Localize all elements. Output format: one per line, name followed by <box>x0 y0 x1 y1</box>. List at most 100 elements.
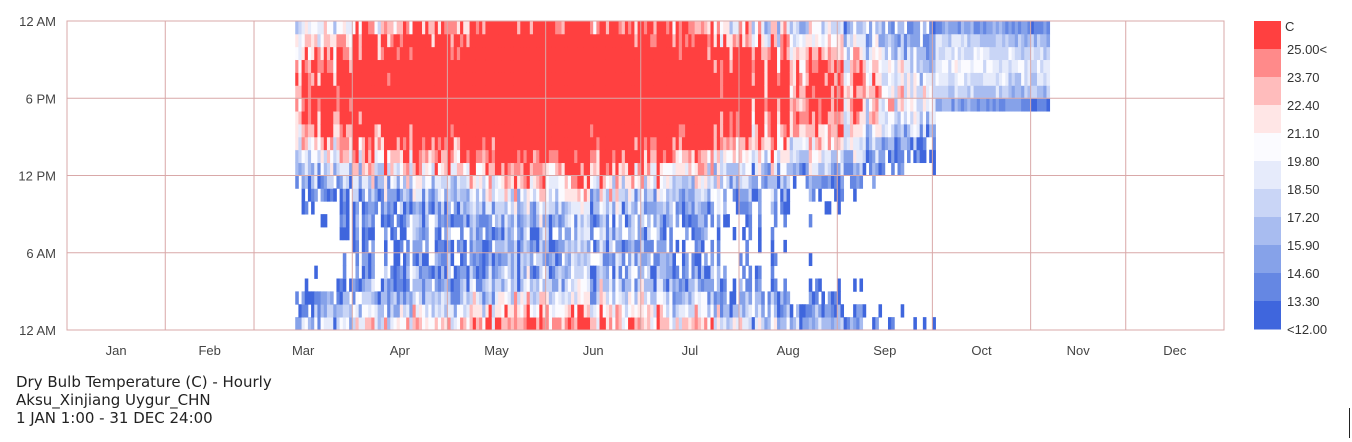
heatmap-cell <box>330 111 334 125</box>
heatmap-cell <box>387 21 391 35</box>
heatmap-cell <box>374 201 379 215</box>
heatmap-cell <box>488 317 493 331</box>
heatmap-cell <box>681 252 686 267</box>
heatmap-cell <box>678 33 683 48</box>
heatmap-cell <box>314 33 318 48</box>
heatmap-cell <box>704 33 708 48</box>
heatmap-cell <box>513 265 518 279</box>
heatmap-cell <box>368 136 372 151</box>
heatmap-cell <box>564 72 569 86</box>
heatmap-cell <box>577 59 581 73</box>
heatmap-cell <box>910 72 914 86</box>
heatmap-cell <box>624 265 629 279</box>
heatmap-cell <box>444 124 448 138</box>
heatmap-cell <box>957 72 962 86</box>
heatmap-cell <box>656 162 661 176</box>
heatmap-cell <box>301 188 306 202</box>
heatmap-cell <box>739 59 743 73</box>
heatmap-cell <box>849 85 854 99</box>
heatmap-cell <box>434 162 439 176</box>
heatmap-cell <box>536 136 540 151</box>
heatmap-cell <box>539 149 543 164</box>
heatmap-cell <box>894 124 898 138</box>
heatmap-cell <box>694 304 699 318</box>
heatmap-cell <box>868 124 873 138</box>
heatmap-cell <box>678 175 683 189</box>
heatmap-cell <box>637 33 642 48</box>
heatmap-cell <box>539 188 543 202</box>
heatmap-cell <box>590 304 594 318</box>
heatmap-cell <box>494 227 499 241</box>
heatmap-cell <box>672 136 677 151</box>
heatmap-cell <box>393 136 398 151</box>
heatmap-cell <box>691 111 696 125</box>
heatmap-cell <box>453 214 458 228</box>
heatmap-cell <box>764 46 768 61</box>
heatmap-cell <box>475 85 480 99</box>
heatmap-cell <box>615 162 619 176</box>
heatmap-cell <box>773 136 778 151</box>
heatmap-cell <box>583 124 588 138</box>
heatmap-cell <box>707 149 711 164</box>
heatmap-cell <box>545 111 550 125</box>
legend-swatch <box>1254 217 1281 246</box>
heatmap-cell <box>364 291 369 305</box>
heatmap-cell <box>910 98 914 112</box>
heatmap-cell <box>897 59 902 73</box>
heatmap-cell <box>618 85 623 99</box>
heatmap-cell <box>479 252 483 267</box>
heatmap-cell <box>840 33 845 48</box>
heatmap-cell <box>754 149 759 164</box>
heatmap-cell <box>685 46 689 61</box>
heatmap-cell <box>723 175 727 189</box>
heatmap-cell <box>434 201 439 215</box>
heatmap-cell <box>428 304 432 318</box>
heatmap-cell <box>583 291 588 305</box>
heatmap-cell <box>494 124 499 138</box>
heatmap-cell <box>295 162 299 176</box>
heatmap-cell <box>605 136 610 151</box>
heatmap-cell <box>678 278 683 292</box>
heatmap-cell <box>789 317 794 331</box>
heatmap-cell <box>1040 21 1044 35</box>
heatmap-cell <box>583 111 588 125</box>
heatmap-cell <box>745 136 749 151</box>
heatmap-cell <box>628 227 632 241</box>
heatmap-cell <box>412 252 417 267</box>
heatmap-cell <box>399 59 404 73</box>
heatmap-cell <box>523 149 528 164</box>
heatmap-cell <box>437 252 442 267</box>
heatmap-cell <box>491 291 496 305</box>
heatmap-cell <box>383 278 388 292</box>
heatmap-cell <box>602 317 607 331</box>
heatmap-cell <box>586 124 591 138</box>
heatmap-cell <box>669 278 673 292</box>
heatmap-cell <box>967 85 971 99</box>
heatmap-cell <box>558 265 562 279</box>
heatmap-cell <box>954 21 959 35</box>
heatmap-cell <box>364 214 369 228</box>
heatmap-cell <box>311 291 315 305</box>
heatmap-cell <box>602 33 607 48</box>
heatmap-cell <box>596 188 600 202</box>
heatmap-cell <box>304 149 309 164</box>
heatmap-cell <box>361 72 366 86</box>
heatmap-cell <box>485 317 489 331</box>
heatmap-cell <box>434 227 439 241</box>
heatmap-cell <box>590 188 594 202</box>
heatmap-cell <box>472 136 477 151</box>
heatmap-cell <box>358 317 363 331</box>
heatmap-cell <box>383 124 388 138</box>
heatmap-cell <box>710 72 715 86</box>
heatmap-cell <box>491 136 496 151</box>
heatmap-cell <box>513 175 518 189</box>
heatmap-cell <box>653 317 657 331</box>
heatmap-cell <box>479 98 483 112</box>
heatmap-cell <box>887 124 892 138</box>
heatmap-cell <box>716 291 721 305</box>
heatmap-cell <box>853 59 857 73</box>
heatmap-cell <box>504 85 509 99</box>
heatmap-cell <box>526 33 531 48</box>
heatmap-cell <box>526 136 531 151</box>
